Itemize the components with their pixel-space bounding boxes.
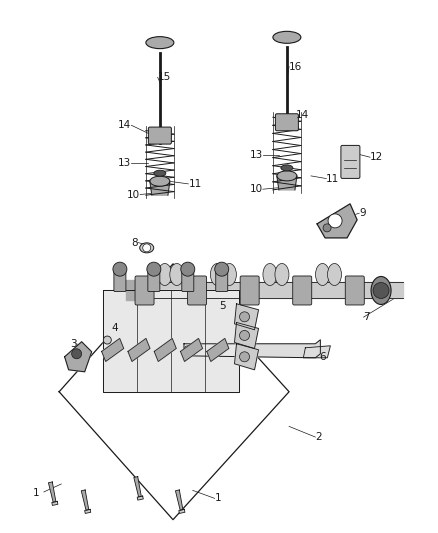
Text: 15: 15	[158, 72, 171, 82]
Polygon shape	[137, 496, 143, 500]
Text: 7: 7	[364, 312, 370, 322]
Polygon shape	[134, 477, 141, 497]
Ellipse shape	[315, 263, 329, 286]
Ellipse shape	[328, 263, 342, 286]
Text: 2: 2	[315, 432, 322, 442]
Circle shape	[240, 330, 250, 341]
FancyBboxPatch shape	[240, 276, 259, 305]
Polygon shape	[234, 344, 258, 370]
Ellipse shape	[154, 170, 166, 176]
Polygon shape	[103, 290, 239, 392]
Polygon shape	[207, 338, 229, 361]
Polygon shape	[85, 510, 91, 513]
Text: 11: 11	[326, 174, 339, 183]
Circle shape	[215, 262, 229, 276]
FancyBboxPatch shape	[293, 276, 312, 305]
Text: 10: 10	[127, 190, 140, 199]
Ellipse shape	[273, 31, 301, 43]
FancyBboxPatch shape	[276, 114, 298, 131]
Text: 10: 10	[250, 184, 263, 194]
Polygon shape	[81, 490, 89, 510]
FancyBboxPatch shape	[148, 268, 160, 292]
Circle shape	[113, 262, 127, 276]
Circle shape	[373, 282, 389, 298]
Polygon shape	[234, 322, 258, 349]
Circle shape	[103, 336, 111, 344]
FancyBboxPatch shape	[187, 276, 207, 305]
Polygon shape	[277, 176, 297, 190]
FancyBboxPatch shape	[341, 146, 360, 179]
Circle shape	[240, 352, 250, 362]
Text: 16: 16	[289, 62, 302, 71]
Circle shape	[323, 224, 331, 232]
Polygon shape	[180, 338, 202, 361]
Polygon shape	[179, 510, 185, 513]
Circle shape	[328, 214, 342, 228]
Text: 8: 8	[131, 238, 138, 247]
Text: 3: 3	[70, 339, 77, 349]
FancyBboxPatch shape	[114, 268, 126, 292]
Ellipse shape	[170, 263, 184, 286]
Circle shape	[72, 349, 81, 359]
Text: 6: 6	[320, 352, 326, 362]
Ellipse shape	[277, 171, 297, 181]
Ellipse shape	[263, 263, 277, 286]
Ellipse shape	[140, 243, 154, 253]
Circle shape	[216, 346, 224, 354]
Text: 14: 14	[296, 110, 309, 119]
Polygon shape	[184, 340, 320, 358]
FancyBboxPatch shape	[216, 268, 228, 292]
Ellipse shape	[281, 165, 293, 171]
FancyBboxPatch shape	[345, 276, 364, 305]
Text: 4: 4	[112, 323, 118, 333]
Polygon shape	[128, 338, 150, 361]
Text: 1: 1	[33, 488, 39, 498]
Polygon shape	[102, 338, 124, 361]
FancyBboxPatch shape	[148, 127, 171, 144]
Text: 5: 5	[219, 302, 226, 311]
Ellipse shape	[371, 277, 391, 304]
Polygon shape	[304, 346, 330, 358]
Polygon shape	[49, 482, 56, 502]
Text: 14: 14	[118, 120, 131, 130]
Circle shape	[181, 262, 195, 276]
Circle shape	[240, 312, 250, 322]
Circle shape	[143, 244, 151, 252]
Text: 9: 9	[359, 208, 366, 218]
Polygon shape	[154, 338, 176, 361]
Ellipse shape	[210, 263, 224, 286]
Ellipse shape	[223, 263, 237, 286]
Ellipse shape	[158, 263, 172, 286]
Polygon shape	[150, 181, 170, 195]
Polygon shape	[234, 304, 258, 330]
Ellipse shape	[275, 263, 289, 286]
Text: 13: 13	[250, 150, 263, 159]
Ellipse shape	[150, 176, 170, 186]
Ellipse shape	[146, 37, 174, 49]
Circle shape	[184, 346, 192, 354]
Polygon shape	[65, 342, 92, 372]
Text: 11: 11	[188, 179, 201, 189]
Polygon shape	[52, 502, 58, 505]
Polygon shape	[317, 204, 357, 238]
Text: 12: 12	[370, 152, 383, 162]
Text: 1: 1	[215, 494, 221, 503]
FancyBboxPatch shape	[135, 276, 154, 305]
Text: 13: 13	[118, 158, 131, 167]
Polygon shape	[176, 490, 183, 510]
FancyBboxPatch shape	[182, 268, 194, 292]
Circle shape	[147, 262, 161, 276]
